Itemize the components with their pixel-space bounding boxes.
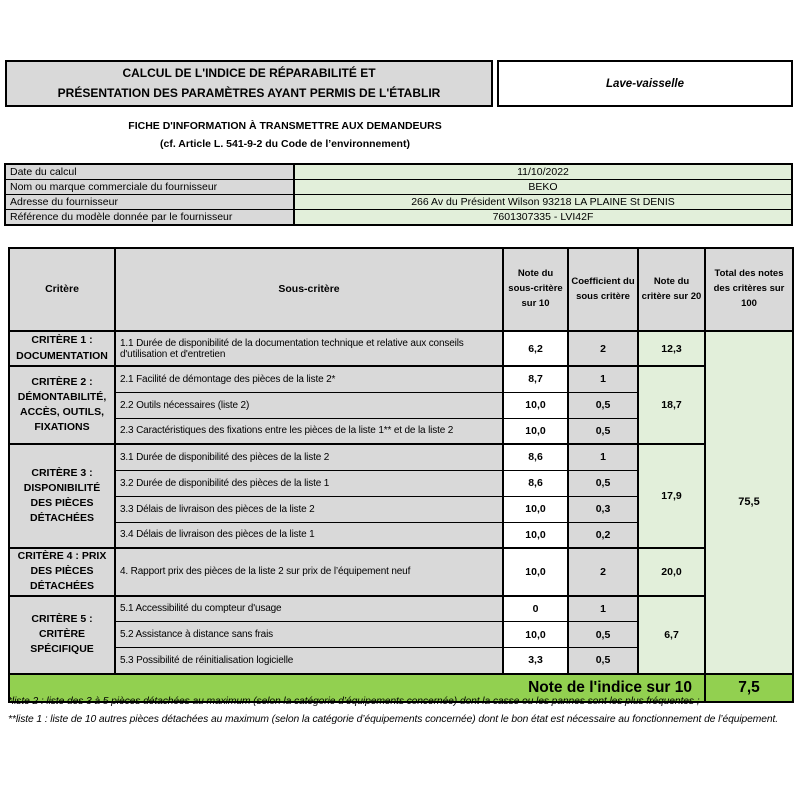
score-3-4: 10,0 <box>502 521 569 549</box>
info-label-date: Date du calcul <box>4 163 295 180</box>
table-row: Adresse du fournisseur 266 Av du Préside… <box>4 194 793 210</box>
col-header-total: Total des notes des critères sur 100 <box>704 248 794 332</box>
table-row: 2.2 Outils nécessaires (liste 2) 10,0 0,… <box>9 391 793 419</box>
criterion-3-score20: 17,9 <box>637 443 706 549</box>
subcriterion-3-4: 3.4 Délais de livraison des pièces de la… <box>114 521 504 549</box>
subcriterion-3-3: 3.3 Délais de livraison des pièces de la… <box>114 495 504 523</box>
table-row: 3.3 Délais de livraison des pièces de la… <box>9 495 793 523</box>
criterion-1-name: CRITÈRE 1 : DOCUMENTATION <box>8 330 116 367</box>
score-3-1: 8,6 <box>502 443 569 471</box>
score-5-2: 10,0 <box>502 621 569 649</box>
coef-2-2: 0,5 <box>567 391 639 419</box>
subcriterion-5-2: 5.2 Assistance à distance sans frais <box>114 621 504 649</box>
subtitle-line2: (cf. Article L. 541-9-2 du Code de l’env… <box>160 137 410 150</box>
coef-3-4: 0,2 <box>567 521 639 549</box>
product-category-label: Lave-vaisselle <box>605 77 684 90</box>
index-score-value: 7,5 <box>704 672 794 702</box>
col-header-coefficient: Coefficient du sous critère <box>567 248 639 332</box>
table-row: Date du calcul 11/10/2022 <box>4 163 793 180</box>
criterion-4-name: CRITÈRE 4 : PRIX DES PIÈCES DÉTACHÉES <box>8 547 116 597</box>
info-value-date: 11/10/2022 <box>293 163 793 180</box>
document-title-line1: CALCUL DE L'INDICE DE RÉPARABILITÉ ET <box>122 66 376 81</box>
coef-2-3: 0,5 <box>567 417 639 445</box>
document-subtitle: FICHE D'INFORMATION À TRANSMETTRE AUX DE… <box>0 118 570 154</box>
criteria-scores-table: Critère Sous-critère Note du sous-critèr… <box>8 247 794 703</box>
score-3-2: 8,6 <box>502 469 569 497</box>
col-header-sous-critere: Sous-critère <box>114 248 504 332</box>
table-row: Référence du modèle donnée par le fourni… <box>4 209 793 226</box>
footnote-liste2: *liste 2 : liste des 3 à 5 pièces détach… <box>8 696 700 707</box>
table-row: Nom ou marque commerciale du fournisseur… <box>4 179 793 195</box>
info-value-address: 266 Av du Président Wilson 93218 LA PLAI… <box>293 194 793 210</box>
coef-3-2: 0,5 <box>567 469 639 497</box>
subcriterion-1-1: 1.1 Durée de disponibilité de la documen… <box>114 330 504 367</box>
col-header-critere: Critère <box>8 248 116 332</box>
score-2-2: 10,0 <box>502 391 569 419</box>
criterion-2-score20: 18,7 <box>637 365 706 445</box>
table-header-row: Critère Sous-critère Note du sous-critèr… <box>8 248 794 332</box>
coef-3-3: 0,3 <box>567 495 639 523</box>
table-row: 5.2 Assistance à distance sans frais 10,… <box>9 621 793 649</box>
score-2-3: 10,0 <box>502 417 569 445</box>
score-1-1: 6,2 <box>502 330 569 367</box>
info-label-brand: Nom ou marque commerciale du fournisseur <box>4 179 295 195</box>
table-row: CRITÈRE 3 : DISPONIBILITÉ DES PIÈCES DÉT… <box>8 443 793 549</box>
product-category-box: Lave-vaisselle <box>497 60 793 107</box>
subcriterion-5-1: 5.1 Accessibilité du compteur d'usage <box>114 594 504 623</box>
criterion-4-score20: 20,0 <box>637 547 706 597</box>
score-5-1: 0 <box>502 594 569 623</box>
subcriterion-5-3: 5.3 Possibilité de réinitialisation logi… <box>114 647 504 675</box>
footnote-liste1: **liste 1 : liste de 10 autres pièces dé… <box>8 714 779 726</box>
table-row: 2.3 Caractéristiques des fixations entre… <box>9 417 793 445</box>
score-3-3: 10,0 <box>502 495 569 523</box>
supplier-info-table: Date du calcul 11/10/2022 Nom ou marque … <box>4 163 793 226</box>
coef-5-3: 0,5 <box>567 647 639 675</box>
score-4: 10,0 <box>502 547 569 597</box>
criterion-2-name: CRITÈRE 2 : DÉMONTABILITÉ, ACCÈS, OUTILS… <box>8 365 116 445</box>
table-row: CRITÈRE 5 : CRITÈRE SPÉCIFIQUE 5.1 Acces… <box>8 594 793 675</box>
coef-4: 2 <box>567 547 639 597</box>
subtitle-line1: FICHE D'INFORMATION À TRANSMETTRE AUX DE… <box>128 120 442 132</box>
col-header-note-critere: Note du critère sur 20 <box>637 248 706 332</box>
table-row: 3.2 Durée de disponibilité des pièces de… <box>9 469 793 497</box>
footnotes: *liste 2 : liste des 3 à 5 pièces détach… <box>8 693 786 729</box>
table-row: CRITÈRE 1 : DOCUMENTATION 1.1 Durée de d… <box>8 330 794 675</box>
score-5-3: 3,3 <box>502 647 569 675</box>
subcriterion-4: 4. Rapport prix des pièces de la liste 2… <box>114 547 504 597</box>
subcriterion-2-3: 2.3 Caractéristiques des fixations entre… <box>114 417 504 445</box>
subcriterion-3-2: 3.2 Durée de disponibilité des pièces de… <box>114 469 504 497</box>
subcriterion-2-1: 2.1 Facilité de démontage des pièces de … <box>114 365 504 393</box>
total-score-100: 75,5 <box>704 330 794 675</box>
document-title-box: CALCUL DE L'INDICE DE RÉPARABILITÉ ET PR… <box>5 60 493 107</box>
table-row: CRITÈRE 2 : DÉMONTABILITÉ, ACCÈS, OUTILS… <box>8 365 793 445</box>
subcriterion-3-1: 3.1 Durée de disponibilité des pièces de… <box>114 443 504 471</box>
index-score-label: Note de l'indice sur 10 <box>8 672 706 702</box>
coef-3-1: 1 <box>567 443 639 471</box>
col-header-note-sous-critere: Note du sous-critère sur 10 <box>502 248 569 332</box>
coef-5-2: 0,5 <box>567 621 639 649</box>
coef-2-1: 1 <box>567 365 639 393</box>
info-label-address: Adresse du fournisseur <box>4 194 295 210</box>
coef-5-1: 1 <box>567 594 639 623</box>
subcriterion-2-2: 2.2 Outils nécessaires (liste 2) <box>114 391 504 419</box>
criterion-5-score20: 6,7 <box>637 594 706 675</box>
info-value-model-ref: 7601307335 - LVI42F <box>293 209 793 226</box>
criterion-1-score20: 12,3 <box>637 330 706 367</box>
info-label-model-ref: Référence du modèle donnée par le fourni… <box>4 209 295 226</box>
table-row: CRITÈRE 4 : PRIX DES PIÈCES DÉTACHÉES 4.… <box>8 547 793 597</box>
info-value-brand: BEKO <box>293 179 793 195</box>
index-score-row: Note de l'indice sur 10 7,5 <box>8 672 794 702</box>
criterion-3-name: CRITÈRE 3 : DISPONIBILITÉ DES PIÈCES DÉT… <box>8 443 116 549</box>
coef-1-1: 2 <box>567 330 639 367</box>
criterion-5-name: CRITÈRE 5 : CRITÈRE SPÉCIFIQUE <box>8 594 116 675</box>
score-2-1: 8,7 <box>502 365 569 393</box>
table-row: 5.3 Possibilité de réinitialisation logi… <box>9 647 793 675</box>
document-title-line2: PRÉSENTATION DES PARAMÈTRES AYANT PERMIS… <box>57 85 441 100</box>
